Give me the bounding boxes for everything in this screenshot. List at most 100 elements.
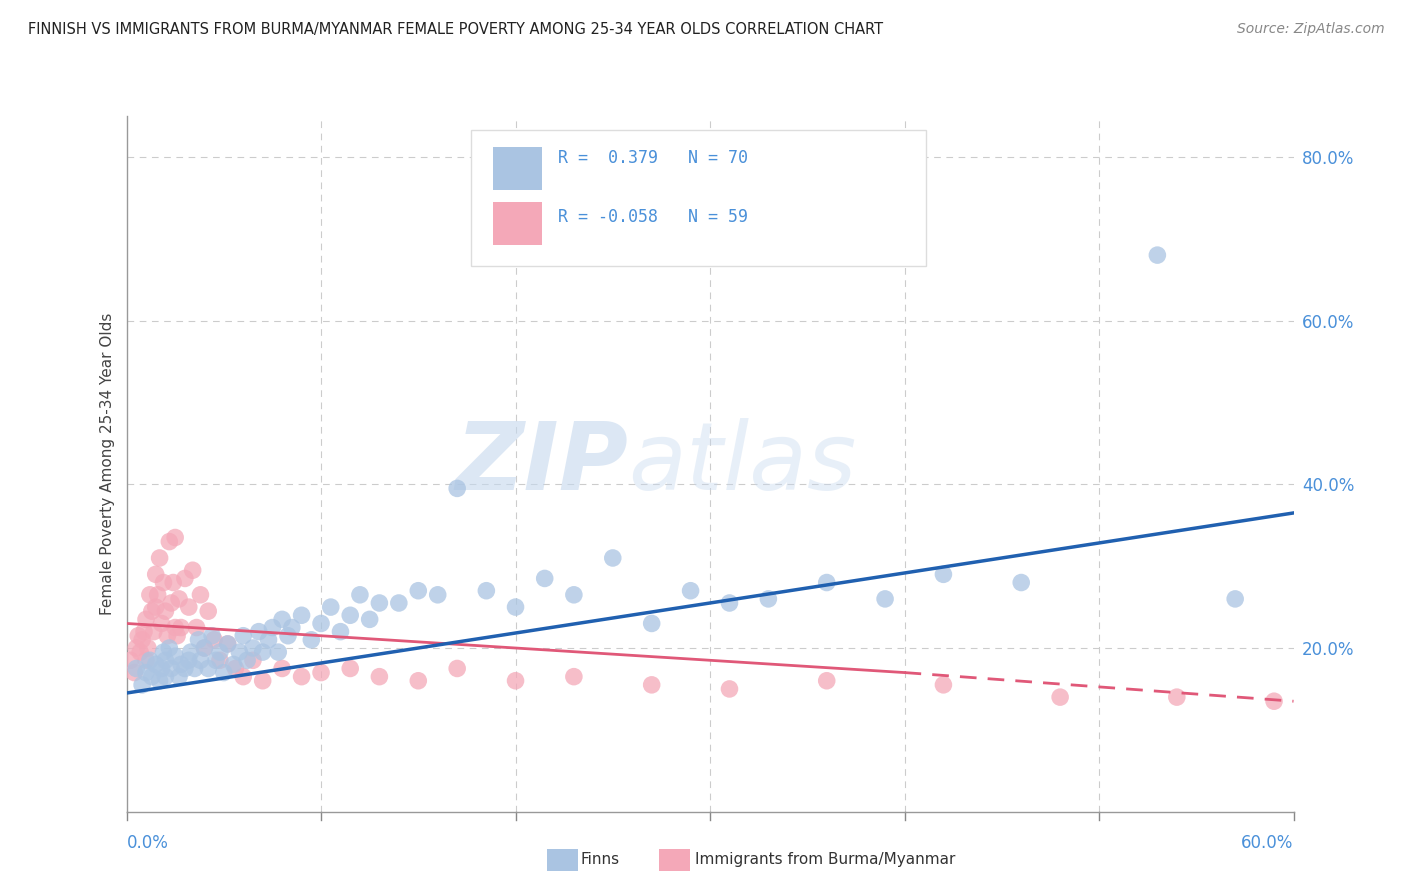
Point xyxy=(167,670,190,684)
Point xyxy=(181,563,204,577)
Point xyxy=(252,673,274,688)
Point xyxy=(257,632,280,647)
Point xyxy=(339,608,361,623)
Point xyxy=(145,657,167,672)
Point xyxy=(446,482,468,496)
Point xyxy=(236,653,259,667)
Point xyxy=(160,661,183,675)
Point xyxy=(197,661,219,675)
Point xyxy=(446,661,468,675)
FancyBboxPatch shape xyxy=(494,202,541,245)
Point xyxy=(127,629,149,643)
Point xyxy=(252,645,274,659)
Point xyxy=(170,621,193,635)
Point xyxy=(262,621,284,635)
Point xyxy=(208,653,231,667)
Point xyxy=(212,665,235,680)
Point xyxy=(562,588,585,602)
Point xyxy=(228,645,250,659)
Point xyxy=(247,624,270,639)
Point xyxy=(875,591,897,606)
Point xyxy=(174,661,197,675)
Point xyxy=(1223,591,1246,606)
Point xyxy=(932,678,955,692)
Point xyxy=(242,640,264,655)
Point xyxy=(197,604,219,618)
Text: atlas: atlas xyxy=(628,418,856,509)
Point xyxy=(139,653,162,667)
Point xyxy=(131,632,153,647)
Point xyxy=(533,571,555,585)
Point xyxy=(149,673,172,688)
Point xyxy=(205,653,228,667)
Point xyxy=(339,661,361,675)
Point xyxy=(679,583,702,598)
Point xyxy=(129,645,152,659)
Point xyxy=(165,621,187,635)
Point xyxy=(157,534,180,549)
Point xyxy=(186,621,208,635)
Point xyxy=(120,653,142,667)
Point xyxy=(1049,690,1071,705)
Point xyxy=(166,629,188,643)
Point xyxy=(125,661,148,675)
Point xyxy=(408,583,430,598)
Point xyxy=(201,629,224,643)
Point xyxy=(232,670,254,684)
Point xyxy=(368,596,391,610)
Point xyxy=(426,588,449,602)
Point xyxy=(152,575,174,590)
Point xyxy=(271,661,294,675)
Point xyxy=(135,612,157,626)
Point xyxy=(368,670,391,684)
Point xyxy=(156,629,179,643)
Point xyxy=(150,616,173,631)
Point xyxy=(177,600,200,615)
Point xyxy=(1010,575,1032,590)
Point xyxy=(505,600,527,615)
Point xyxy=(139,588,162,602)
Point xyxy=(136,640,159,655)
Point xyxy=(408,673,430,688)
Text: R = -0.058   N = 59: R = -0.058 N = 59 xyxy=(558,208,748,226)
Point xyxy=(145,600,167,615)
Text: 60.0%: 60.0% xyxy=(1241,834,1294,852)
Point xyxy=(146,588,169,602)
FancyBboxPatch shape xyxy=(494,146,541,190)
Y-axis label: Female Poverty Among 25-34 Year Olds: Female Poverty Among 25-34 Year Olds xyxy=(100,313,115,615)
Point xyxy=(125,640,148,655)
Point xyxy=(131,678,153,692)
Point xyxy=(141,670,163,684)
Point xyxy=(165,649,187,664)
Point xyxy=(329,624,352,639)
Point xyxy=(183,661,205,675)
Point xyxy=(815,575,838,590)
Point xyxy=(132,624,155,639)
Point xyxy=(309,616,332,631)
Point xyxy=(155,653,177,667)
Point xyxy=(349,588,371,602)
Point xyxy=(187,632,209,647)
Text: Source: ZipAtlas.com: Source: ZipAtlas.com xyxy=(1237,22,1385,37)
Point xyxy=(1263,694,1285,708)
Point xyxy=(152,645,174,659)
Point xyxy=(190,588,212,602)
Point xyxy=(217,637,239,651)
Point xyxy=(277,629,299,643)
Text: FINNISH VS IMMIGRANTS FROM BURMA/MYANMAR FEMALE POVERTY AMONG 25-34 YEAR OLDS CO: FINNISH VS IMMIGRANTS FROM BURMA/MYANMAR… xyxy=(28,22,883,37)
Point xyxy=(290,670,312,684)
Point xyxy=(165,531,187,545)
Point xyxy=(815,673,838,688)
Point xyxy=(641,678,664,692)
Point xyxy=(150,661,173,675)
Point xyxy=(217,637,239,651)
Point xyxy=(224,661,246,675)
Point xyxy=(718,596,741,610)
Point xyxy=(388,596,411,610)
Point xyxy=(149,551,172,566)
Point xyxy=(932,567,955,582)
FancyBboxPatch shape xyxy=(471,130,927,266)
Point xyxy=(208,645,231,659)
Point xyxy=(281,621,304,635)
Point xyxy=(145,567,167,582)
